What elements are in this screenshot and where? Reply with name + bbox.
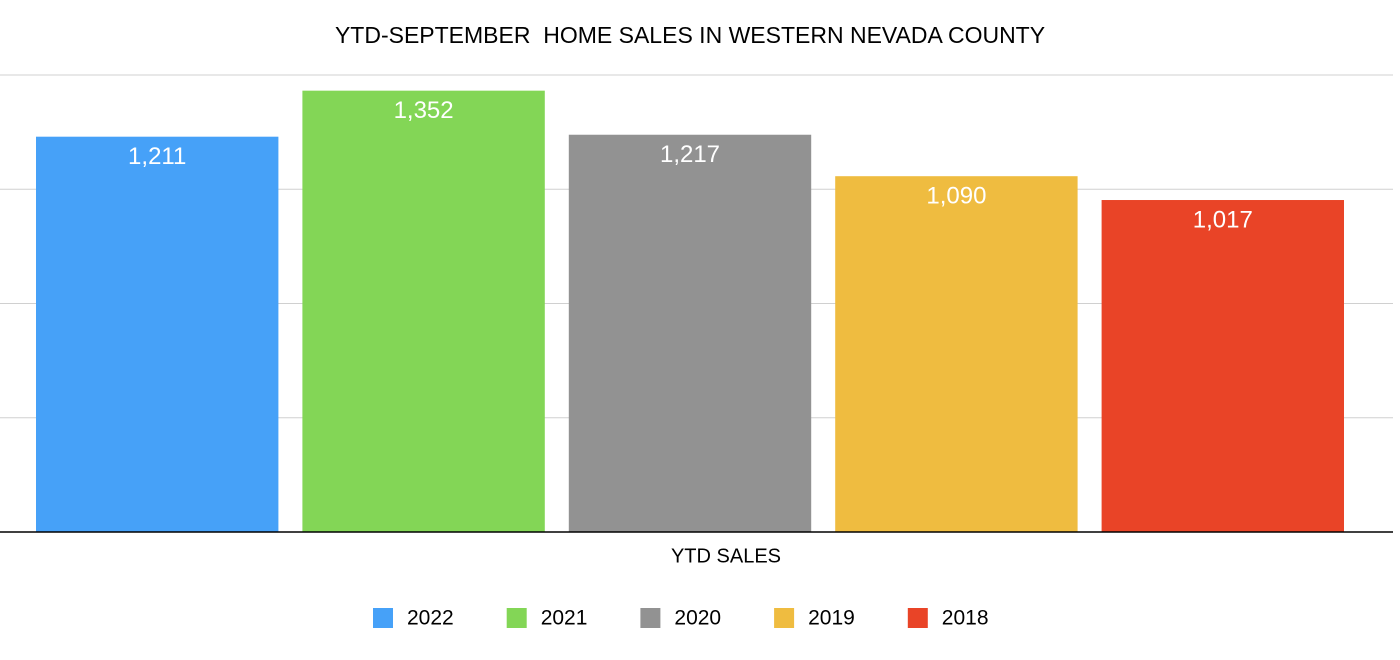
legend-swatch: [640, 608, 661, 628]
bar: [36, 136, 279, 532]
legend-label: 2022: [407, 607, 454, 630]
bar: [568, 134, 812, 532]
bar: [1101, 200, 1344, 532]
legend-label: 2018: [942, 607, 989, 630]
x-tick-label: YTD SALES: [671, 545, 781, 567]
legend-swatch: [373, 608, 393, 628]
chart-title: YTD-SEPTEMBER HOME SALES IN WESTERN NEVA…: [335, 22, 1045, 48]
bar: [835, 176, 1078, 532]
data-label: 1,217: [660, 141, 720, 168]
legend-label: 2021: [541, 607, 588, 630]
data-label: 1,211: [128, 143, 186, 170]
legend-swatch: [774, 608, 795, 628]
legend-label: 2019: [808, 607, 855, 630]
bar: [302, 90, 545, 532]
legend-swatch: [907, 608, 928, 628]
legend-swatch: [506, 608, 527, 628]
data-label: 1,017: [1193, 206, 1253, 233]
data-label: 1,352: [394, 97, 454, 124]
legend-label: 2020: [674, 607, 721, 630]
data-label: 1,090: [926, 183, 986, 210]
